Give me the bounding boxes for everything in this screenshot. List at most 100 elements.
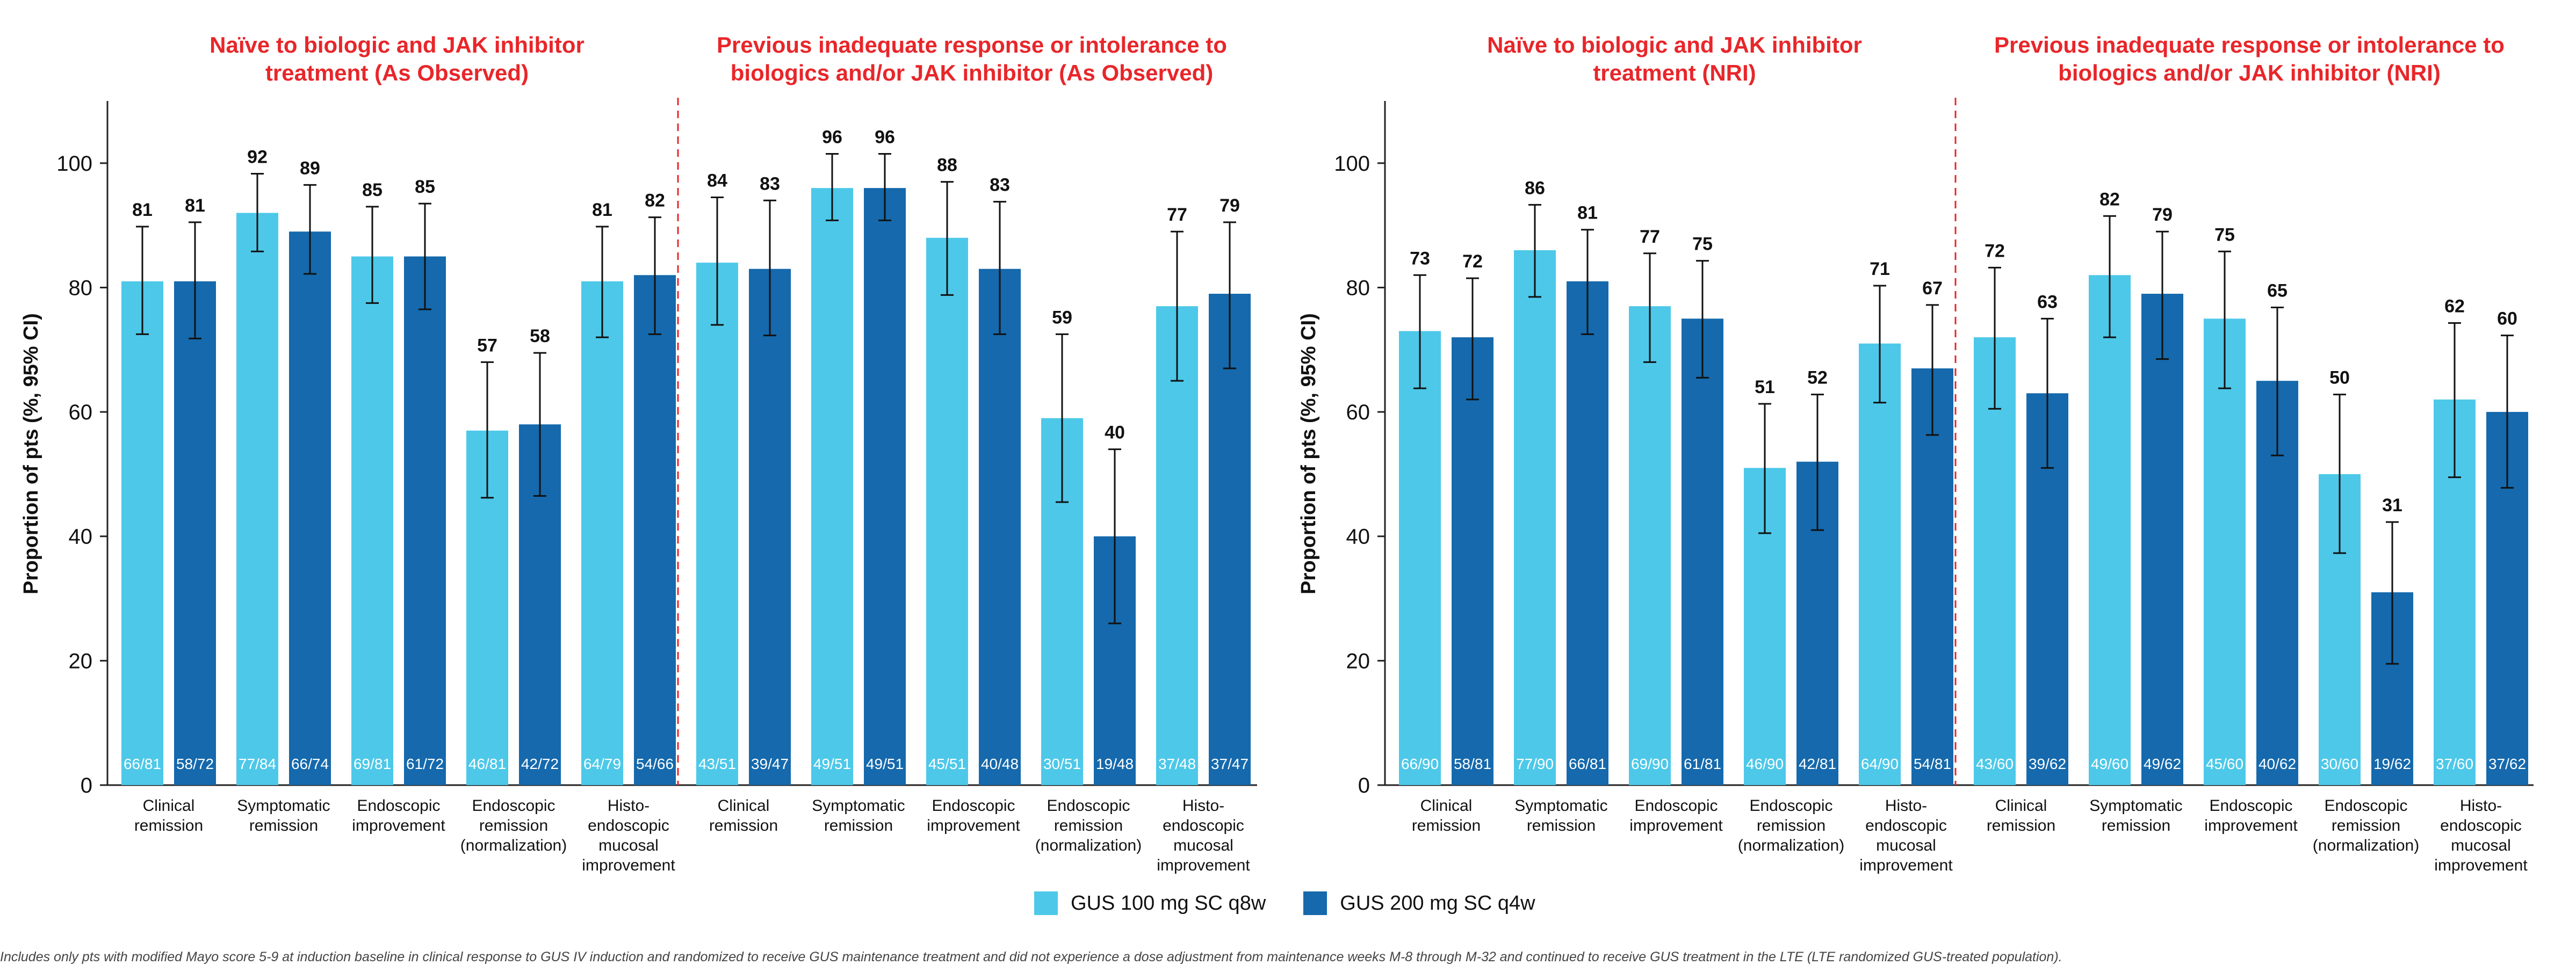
data-label: 86: [1525, 178, 1545, 198]
n-label: 66/74: [291, 756, 329, 772]
data-label: 77: [1167, 205, 1187, 225]
data-label: 40: [1105, 423, 1125, 443]
x-tick-label: Clinical: [1995, 797, 2047, 815]
n-label: 61/81: [1684, 756, 1721, 772]
data-label: 65: [2267, 281, 2288, 301]
bar: [121, 281, 163, 785]
n-label: 42/81: [1799, 756, 1836, 772]
y-tick-label: 80: [69, 276, 93, 300]
data-label: 85: [415, 177, 435, 197]
n-label: 49/62: [2144, 756, 2181, 772]
n-label: 54/66: [636, 756, 674, 772]
data-label: 81: [1577, 203, 1598, 223]
data-label: 77: [1640, 227, 1660, 247]
n-label: 66/81: [124, 756, 161, 772]
data-label: 82: [645, 191, 665, 211]
x-tick-label: improvement: [2204, 817, 2298, 835]
n-label: 19/62: [2373, 756, 2411, 772]
panel-title-line: Previous inadequate response or intolera…: [717, 32, 1227, 57]
data-label: 92: [247, 147, 268, 168]
x-tick-label: (normalization): [2313, 837, 2419, 854]
x-tick-label: remission: [249, 817, 318, 835]
bar: [1911, 368, 1953, 785]
data-label: 60: [2497, 309, 2517, 329]
x-tick-label: Symptomatic: [1514, 797, 1607, 815]
n-label: 45/60: [2206, 756, 2243, 772]
data-label: 88: [937, 155, 957, 176]
n-label: 49/51: [813, 756, 851, 772]
x-tick-label: remission: [1412, 817, 1481, 835]
footnote: Includes only pts with modified Mayo sco…: [0, 949, 2062, 964]
data-label: 72: [1462, 251, 1483, 272]
x-tick-label: Endoscopic: [932, 797, 1015, 815]
panel-title-line: Naïve to biologic and JAK inhibitor: [210, 32, 585, 57]
x-tick-label: Endoscopic: [1749, 797, 1832, 815]
n-label: 49/51: [866, 756, 904, 772]
x-tick-label: endoscopic: [588, 817, 669, 835]
bar: [2089, 275, 2131, 785]
x-tick-label: remission: [134, 817, 203, 835]
x-tick-label: endoscopic: [1865, 817, 1947, 835]
x-tick-label: Histo-: [608, 797, 650, 815]
n-label: 37/48: [1158, 756, 1196, 772]
x-tick-label: Symptomatic: [2089, 797, 2182, 815]
bar: [581, 281, 623, 785]
y-tick-label: 100: [56, 152, 92, 176]
n-label: 58/72: [176, 756, 214, 772]
x-tick-label: Clinical: [1420, 797, 1473, 815]
chart-1: 0 20 40 60 80 100 Proportion of pts (%, 95% CI…: [20, 32, 1257, 874]
data-label: 96: [822, 127, 842, 147]
n-label: 39/62: [2029, 756, 2066, 772]
x-tick-label: mucosal: [1876, 837, 1936, 854]
panel-title-line: biologics and/or JAK inhibitor (As Obser…: [731, 60, 1213, 85]
data-label: 79: [2152, 205, 2173, 225]
n-label: 42/72: [521, 756, 559, 772]
bar: [289, 231, 331, 786]
x-tick-label: remission: [1527, 817, 1596, 835]
n-label: 64/79: [583, 756, 621, 772]
bar: [696, 263, 738, 785]
n-label: 69/81: [353, 756, 391, 772]
y-tick-label: 60: [69, 401, 93, 424]
data-label: 84: [707, 171, 727, 191]
x-tick-label: (normalization): [1035, 837, 1142, 854]
x-tick-label: Endoscopic: [472, 797, 555, 815]
data-label: 89: [300, 158, 320, 178]
x-tick-label: mucosal: [1173, 837, 1233, 854]
x-tick-label: mucosal: [598, 837, 659, 854]
n-label: 30/60: [2321, 756, 2358, 772]
n-label: 69/90: [1631, 756, 1669, 772]
x-tick-label: remission: [1987, 817, 2055, 835]
bar: [1682, 318, 1723, 785]
bar: [351, 256, 393, 786]
n-label: 37/60: [2436, 756, 2473, 772]
bar: [1629, 306, 1671, 785]
x-tick-label: (normalization): [1738, 837, 1844, 854]
legend-label-dark: GUS 200 mg SC q4w: [1340, 891, 1535, 915]
n-label: 37/62: [2488, 756, 2526, 772]
x-tick-label: Histo-: [1885, 797, 1927, 815]
data-label: 81: [592, 200, 612, 220]
data-label: 50: [2329, 368, 2350, 388]
x-tick-label: Clinical: [718, 797, 770, 815]
x-tick-label: Endoscopic: [2209, 797, 2292, 815]
x-tick-label: Histo-: [1182, 797, 1224, 815]
data-label: 72: [1985, 241, 2005, 261]
x-tick-label: Endoscopic: [1634, 797, 1718, 815]
n-label: 46/90: [1746, 756, 1784, 772]
n-label: 30/51: [1043, 756, 1081, 772]
bar: [864, 188, 906, 785]
y-tick-label: 40: [69, 525, 93, 549]
n-label: 49/60: [2091, 756, 2128, 772]
data-label: 73: [1410, 248, 1430, 269]
bar: [2204, 318, 2246, 785]
bar: [926, 237, 968, 785]
y-tick-label: 40: [1346, 525, 1370, 549]
y-axis-label: Proportion of pts (%, 95% CI): [1297, 313, 1320, 594]
x-tick-label: Endoscopic: [1047, 797, 1130, 815]
n-label: 54/81: [1914, 756, 1951, 772]
bar: [1514, 250, 1556, 785]
legend-item-dark: GUS 200 mg SC q4w: [1303, 891, 1535, 915]
n-label: 77/90: [1516, 756, 1554, 772]
